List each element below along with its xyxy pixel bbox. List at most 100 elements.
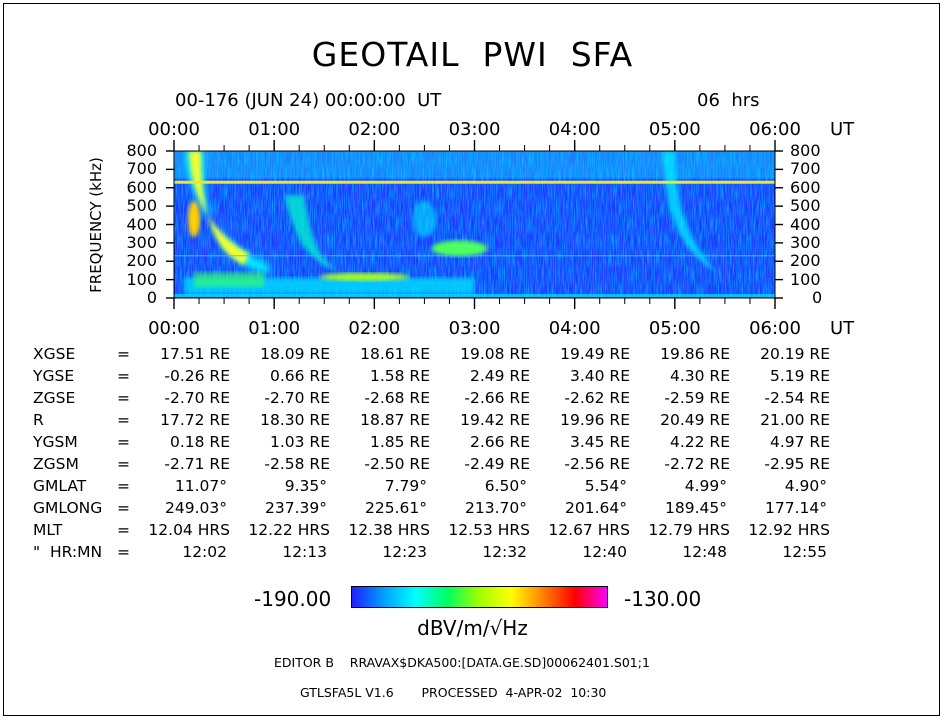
ephemeris-value: -2.59 RE — [664, 389, 730, 407]
ephemeris-value: 225.61° — [365, 499, 427, 517]
ephemeris-value: 7.79° — [384, 477, 427, 495]
bottom-band — [174, 294, 775, 297]
band-3-upper — [412, 200, 437, 237]
frequency-tick-label-right: 100 — [790, 269, 821, 289]
date-line: 00-176 (JUN 24) 00:00:00 UT — [175, 90, 442, 111]
ephemeris-row: GMLONG = 249.03° 237.39° 225.61° 213.70° 201.6… — [33, 499, 923, 521]
time-bottom-tick-label: 03:00 — [448, 318, 501, 339]
time-bottom-tick-label: 00:00 — [148, 318, 200, 339]
ephemeris-equals: = — [117, 499, 130, 517]
frequency-tick-label-right: 800 — [790, 141, 821, 160]
ephemeris-value: 1.03 RE — [269, 433, 330, 451]
ephemeris-value: -2.95 RE — [764, 455, 830, 473]
ephemeris-value: 19.49 RE — [560, 345, 630, 363]
time-top-tick-label: 05:00 — [648, 119, 701, 140]
ephemeris-value: 19.42 RE — [460, 411, 530, 429]
ephemeris-value: 18.30 RE — [260, 411, 330, 429]
ephemeris-value: 21.00 RE — [760, 411, 830, 429]
band-intense-peak — [188, 200, 201, 237]
frequency-tick-label-left: 500 — [126, 196, 157, 216]
ephemeris-value: 12.22 HRS — [248, 521, 330, 539]
ephemeris-row: GMLAT = 11.07° 9.35° 7.79° 6.50° 5.54° 4.99° 4.9… — [33, 477, 923, 499]
line-630khz — [174, 180, 775, 184]
time-top-tick-label: 00:00 — [148, 119, 200, 140]
frequency-tick-label-left: 600 — [126, 177, 157, 197]
ephemeris-value: 18.61 RE — [360, 345, 430, 363]
frequency-tick-label-right: 200 — [790, 251, 821, 271]
ephemeris-value: 4.22 RE — [669, 433, 730, 451]
ephemeris-value: -2.68 RE — [364, 389, 430, 407]
time-bottom-tick-label: 01:00 — [248, 318, 301, 339]
ephemeris-value: 12:02 — [182, 543, 227, 561]
ephemeris-value: 11.07° — [174, 477, 227, 495]
frequency-tick-label-right: 400 — [790, 214, 821, 234]
ephemeris-equals: = — [117, 543, 130, 561]
time-top-tick-label: 01:00 — [248, 119, 301, 140]
ephemeris-row: " HR:MN = 12:02 12:13 12:23 12:32 12:40 12:48 12… — [33, 543, 923, 565]
ephemeris-value: 0.66 RE — [269, 367, 330, 385]
time-bottom-tick-label: 02:00 — [348, 318, 401, 339]
ephemeris-value: 17.51 RE — [160, 345, 230, 363]
ephemeris-value: 6.50° — [484, 477, 527, 495]
frequency-tick-label-right: 500 — [790, 196, 821, 216]
ephemeris-value: -2.62 RE — [564, 389, 630, 407]
ephemeris-value: 0.18 RE — [169, 433, 230, 451]
ephemeris-value: 4.90° — [784, 477, 827, 495]
colorbar-max-label: -130.00 — [624, 587, 702, 611]
ephemeris-equals: = — [117, 389, 130, 407]
ephemeris-equals: = — [117, 433, 130, 451]
low-freq-peak — [194, 272, 265, 287]
ephemeris-value: 12.53 HRS — [448, 521, 530, 539]
colorbar-unit-label: dBV/m/√Hz — [417, 616, 528, 640]
ephemeris-value: 20.19 RE — [760, 345, 830, 363]
ephemeris-equals: = — [117, 345, 130, 363]
ephemeris-row-label: XGSE — [33, 345, 76, 363]
time-top-tick-label: 03:00 — [448, 119, 501, 140]
colorbar-min-label: -190.00 — [254, 587, 332, 611]
time-bottom-tick-label: 05:00 — [648, 318, 701, 339]
frequency-tick-label-right: 300 — [790, 232, 821, 252]
time-top-tick-label: 06:00 — [749, 119, 801, 140]
frequency-tick-label-left: 200 — [126, 251, 157, 271]
band-2 — [284, 195, 345, 275]
colorbar — [351, 586, 608, 608]
time-top-tick-label: 02:00 — [348, 119, 401, 140]
ephemeris-value: 5.54° — [584, 477, 627, 495]
ephemeris-value: -2.58 RE — [264, 455, 330, 473]
ephemeris-value: -2.50 RE — [364, 455, 430, 473]
ephemeris-value: 12:40 — [582, 543, 627, 561]
ephemeris-value: 12.92 HRS — [748, 521, 830, 539]
ephemeris-row-label: ZGSE — [33, 389, 76, 407]
ephemeris-value: 177.14° — [765, 499, 827, 517]
ephemeris-value: 2.49 RE — [469, 367, 530, 385]
time-top-unit-label: UT — [830, 119, 855, 140]
ephemeris-value: 2.66 RE — [469, 433, 530, 451]
time-bottom-tick-label: 06:00 — [749, 318, 801, 339]
ephemeris-value: 18.87 RE — [360, 411, 430, 429]
ephemeris-value: 249.03° — [165, 499, 227, 517]
ephemeris-equals: = — [117, 411, 130, 429]
ephemeris-equals: = — [117, 367, 130, 385]
ephemeris-row: ZGSM = -2.71 RE -2.58 RE -2.50 RE -2.49 RE -2.… — [33, 455, 923, 477]
ephemeris-value: 12.04 HRS — [148, 521, 230, 539]
ephemeris-value: 20.49 RE — [660, 411, 730, 429]
ephemeris-value: 12:23 — [382, 543, 427, 561]
ephemeris-value: 12.38 HRS — [348, 521, 430, 539]
ephemeris-row-label: MLT — [33, 521, 63, 539]
ephemeris-row-label: GMLAT — [33, 477, 87, 495]
ephemeris-value: -2.70 RE — [264, 389, 330, 407]
time-bottom-tick-label: 04:00 — [548, 318, 601, 339]
frequency-tick-label-left: 300 — [126, 232, 157, 252]
ephemeris-row: YGSE = -0.26 RE 0.66 RE 1.58 RE 2.49 RE 3.40 R… — [33, 367, 923, 389]
ephemeris-row: R = 17.72 RE 18.30 RE 18.87 RE 19.42 RE 19.96 … — [33, 411, 923, 433]
frequency-tick-label-right: 0 — [812, 288, 823, 307]
ephemeris-row-label: ZGSM — [33, 455, 79, 473]
ephemeris-row-label: GMLONG — [33, 499, 103, 517]
processed-line: GTLSFA5L V1.6 PROCESSED 4-APR-02 10:30 — [300, 685, 607, 700]
frequency-tick-label-left: 0 — [146, 288, 157, 307]
ephemeris-value: 19.96 RE — [560, 411, 630, 429]
ephemeris-row: YGSM = 0.18 RE 1.03 RE 1.85 RE 2.66 RE 3.45 RE… — [33, 433, 923, 455]
ephemeris-value: 12.79 HRS — [648, 521, 730, 539]
ephemeris-value: 201.64° — [565, 499, 627, 517]
